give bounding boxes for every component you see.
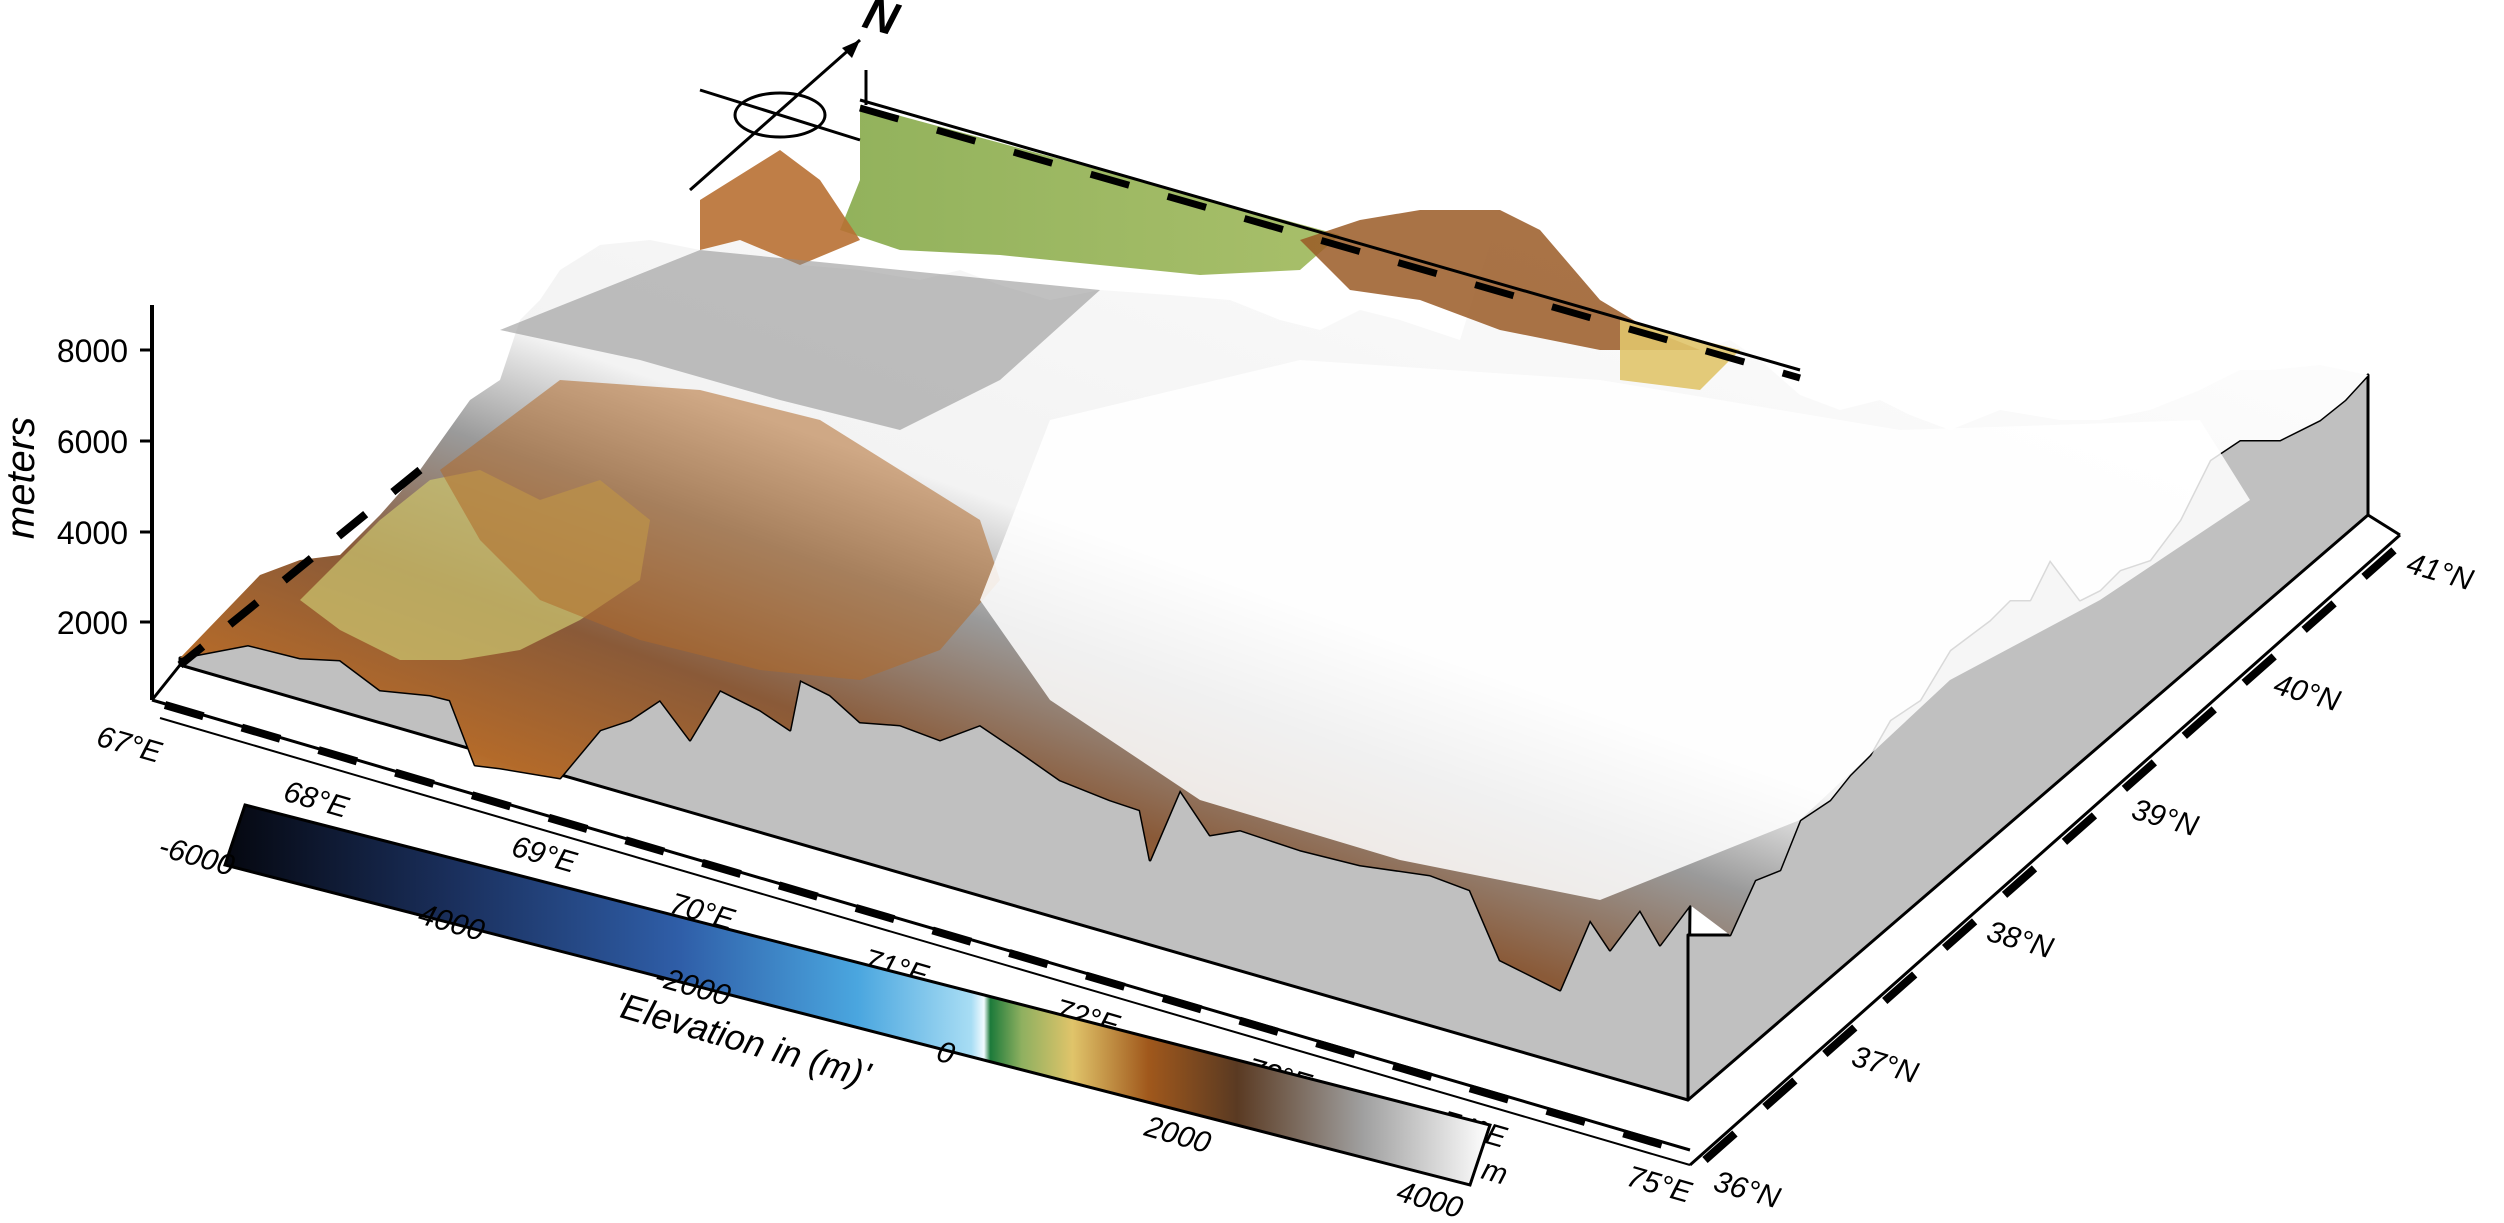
colorbar-tick-minus-6000: -6000 — [155, 830, 238, 883]
terrain-grey-slopes — [500, 250, 1100, 430]
terrain-ridge-northwest — [700, 150, 860, 265]
lat-label-36: 36°N — [1710, 1165, 1784, 1215]
lat-label-37: 37°N — [1848, 1040, 1922, 1090]
north-arrow-icon — [689, 38, 868, 192]
z-tick-4000: 4000 — [57, 515, 128, 551]
terrain-central-foothills — [440, 380, 1000, 680]
z-axis-title: meters — [0, 417, 43, 539]
z-tick-8000: 8000 — [57, 333, 128, 369]
colorbar — [223, 803, 1492, 1187]
lat-label-41: 41°N — [2403, 547, 2477, 597]
terrain-lowland-north — [840, 105, 1340, 275]
lat-label-40: 40°N — [2270, 668, 2344, 718]
map-frame — [150, 98, 2403, 1167]
terrain-snow-plateau — [980, 360, 2250, 900]
lat-label-38: 38°N — [1983, 915, 2057, 965]
colorbar-unit: m — [1478, 1153, 1511, 1192]
lat-label-39: 39°N — [2128, 793, 2202, 843]
z-tick-6000: 6000 — [57, 424, 128, 460]
z-tick-2000: 2000 — [57, 605, 128, 641]
terrain-ridge-north — [1300, 210, 1700, 350]
lon-label-67: 67°E — [93, 720, 166, 770]
lon-label-75: 75°E — [1623, 1160, 1696, 1210]
z-axis — [140, 348, 152, 624]
north-arrow-label: N — [858, 0, 905, 45]
